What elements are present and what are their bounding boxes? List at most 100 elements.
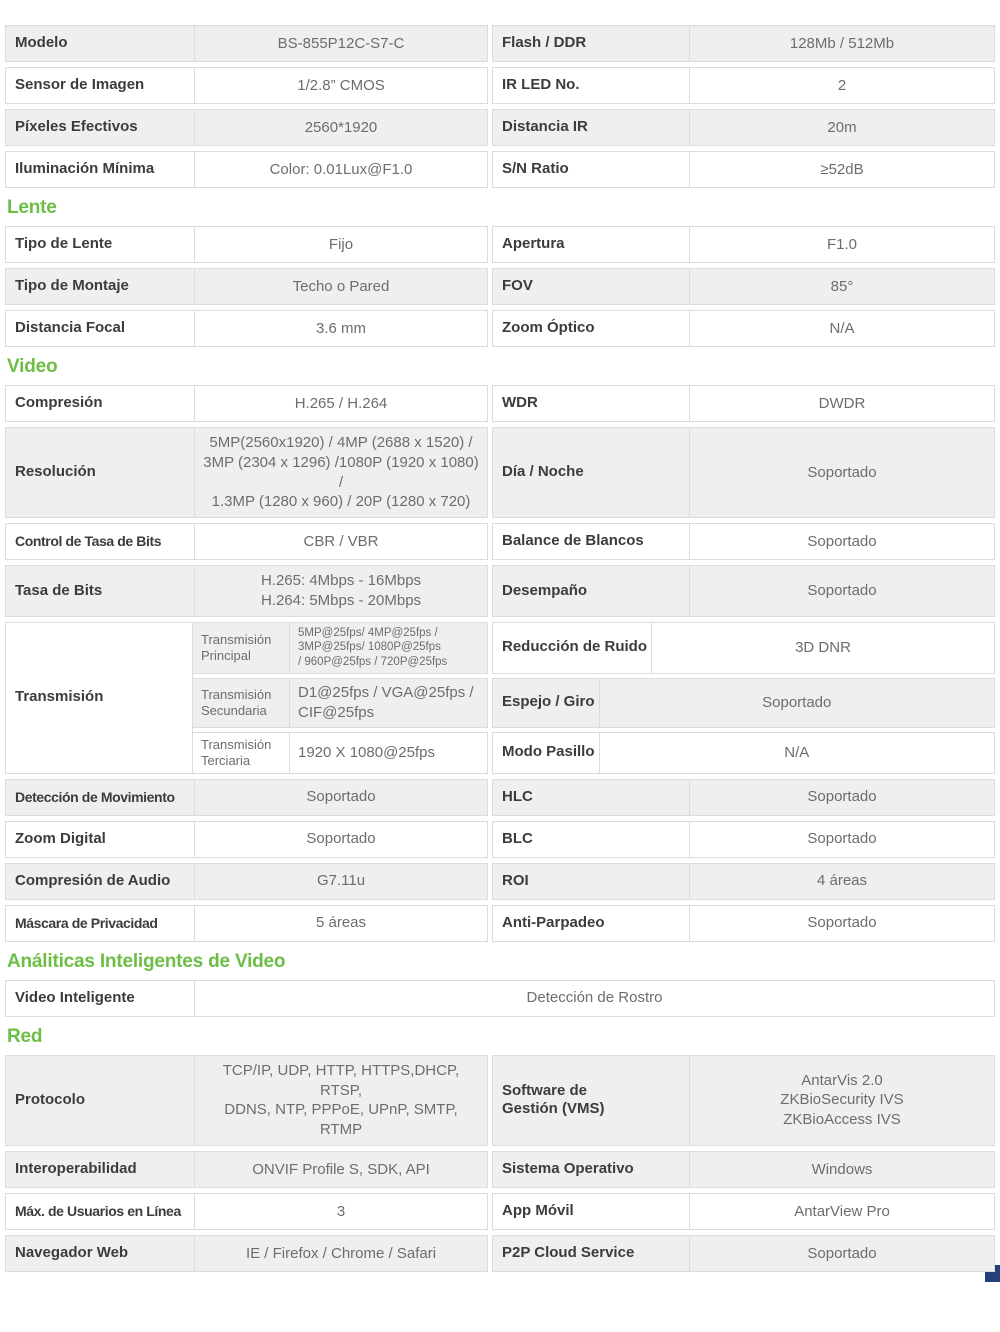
section-lente: Lente Tipo de Lente Fijo Apertura F1.0 Tipo d… <box>5 188 995 347</box>
spec-label: ROI <box>502 871 529 889</box>
spec-label: Desempaño <box>502 581 588 599</box>
spec-value: Detección de Rostro <box>194 980 994 1016</box>
row-right-half: FOV 85° <box>492 268 995 305</box>
spec-value: 20m <box>689 110 994 145</box>
row-left-half: Resolución 5MP(2560x1920) / 4MP (2688 x 1… <box>5 427 488 519</box>
spec-value: G7.11u <box>194 863 487 899</box>
table-row: Píxeles Efectivos 2560*1920 Distancia IR 20… <box>5 109 995 146</box>
row-left-half: Tipo de Lente Fijo <box>5 226 488 263</box>
table-row: Resolución 5MP(2560x1920) / 4MP (2688 x 1… <box>5 427 995 519</box>
row-right-half: Zoom Óptico N/A <box>492 310 995 347</box>
spec-value: 3D DNR <box>651 622 994 673</box>
row-left-half: Modelo BS-855P12C-S7-C <box>5 25 488 62</box>
spec-label: Espejo / Giro <box>502 693 595 711</box>
spec-value: Soportado <box>689 821 994 857</box>
row-left-half: Tipo de Montaje Techo o Pared <box>5 268 488 305</box>
spec-label: Modo Pasillo <box>502 743 595 761</box>
table-row: Máx. de Usuarios en Línea 3 App Móvil Antar… <box>5 1192 995 1230</box>
table-row: Protocolo TCP/IP, UDP, HTTP, HTTPS,DHCP, … <box>5 1054 995 1146</box>
spec-value: IE / Firefox / Chrome / Safari <box>194 1235 487 1271</box>
spec-label: Tipo de Lente <box>15 235 113 253</box>
table-row: Compresión de Audio G7.11u ROI 4 áreas <box>5 862 995 900</box>
spec-value: Soportado <box>194 821 487 857</box>
section-rows: Compresión H.265 / H.264 WDR DWDR Resolución… <box>5 385 995 942</box>
spec-label: Compresión <box>15 394 103 412</box>
spec-value: ONVIF Profile S, SDK, API <box>194 1151 487 1187</box>
row-left-half: Protocolo TCP/IP, UDP, HTTP, HTTPS,DHCP, … <box>5 1054 488 1146</box>
table-row: Navegador Web IE / Firefox / Chrome / Saf… <box>5 1234 995 1272</box>
row-left-half: Zoom Digital Soportado <box>5 820 488 858</box>
spec-value: TCP/IP, UDP, HTTP, HTTPS,DHCP, RTSP, DDN… <box>194 1055 487 1145</box>
spec-value: BS-855P12C-S7-C <box>194 26 487 61</box>
section-rows: Modelo BS-855P12C-S7-C Flash / DDR 128Mb / … <box>5 25 995 188</box>
spec-value: 3.6 mm <box>194 311 487 346</box>
spec-label: Distancia Focal <box>15 319 126 337</box>
row-right-half: WDR DWDR <box>492 385 995 422</box>
spec-value: 128Mb / 512Mb <box>689 26 994 61</box>
spec-label: IR LED No. <box>502 76 580 94</box>
table-row: Máscara de Privacidad 5 áreas Anti-Parpade… <box>5 904 995 942</box>
spec-value: Color: 0.01Lux@F1.0 <box>194 152 487 187</box>
row-right-half: ROI 4 áreas <box>492 862 995 900</box>
spec-label: Zoom Óptico <box>502 319 595 337</box>
transmission-sub-label: Transmisión Principal <box>201 632 272 663</box>
spec-label: Compresión de Audio <box>15 871 171 889</box>
spec-value: AntarVis 2.0 ZKBioSecurity IVS ZKBioAcce… <box>689 1055 994 1145</box>
transmission-sub-value: 5MP@25fps/ 4MP@25fps / 3MP@25fps/ 1080P@… <box>289 622 487 673</box>
spec-label: Distancia IR <box>502 118 588 136</box>
spec-value: Soportado <box>689 566 994 616</box>
row-right-half: Anti-Parpadeo Soportado <box>492 904 995 942</box>
row-right-half: P2P Cloud Service Soportado <box>492 1234 995 1272</box>
table-row: Modelo BS-855P12C-S7-C Flash / DDR 128Mb / … <box>5 25 995 62</box>
spec-value: 2 <box>689 68 994 103</box>
spec-value: AntarView Pro <box>689 1193 994 1229</box>
spec-value: 4 áreas <box>689 863 994 899</box>
spec-label: Video Inteligente <box>15 988 135 1006</box>
table-row: Tipo de Montaje Techo o Pared FOV 85° <box>5 268 995 305</box>
spec-label: Tasa de Bits <box>15 581 103 599</box>
row-left-half: Control de Tasa de Bits CBR / VBR <box>5 523 488 561</box>
spec-value: Soportado <box>598 678 994 727</box>
row-left-half: Compresión H.265 / H.264 <box>5 385 488 422</box>
row-right-half: Distancia IR 20m <box>492 109 995 146</box>
spec-label: Píxeles Efectivos <box>15 118 138 136</box>
row-left-half: Píxeles Efectivos 2560*1920 <box>5 109 488 146</box>
table-row: Sensor de Imagen 1/2.8” CMOS IR LED No. 2 <box>5 67 995 104</box>
transmission-subrow: Transmisión Principal 5MP@25fps/ 4MP@25fp… <box>193 621 488 674</box>
row-left-half: Compresión de Audio G7.11u <box>5 862 488 900</box>
spec-label: Reducción de Ruido <box>502 638 648 656</box>
spec-value: CBR / VBR <box>194 524 487 560</box>
section-header-analiticas: Análiticas Inteligentes de Video <box>7 950 286 972</box>
row-right-half: Día / Noche Soportado <box>492 427 995 519</box>
section-analiticas: Análiticas Inteligentes de Video Video In… <box>5 942 995 1017</box>
section-rows: Video Inteligente Detección de Rostro <box>5 979 995 1017</box>
row-right-half: Espejo / Giro Soportado <box>492 677 995 728</box>
section-rows: Tipo de Lente Fijo Apertura F1.0 Tipo de Mon… <box>5 226 995 347</box>
row-right-half: BLC Soportado <box>492 820 995 858</box>
transmission-right-rows: Reducción de Ruido 3D DNR Espejo / Giro Sop… <box>492 621 995 774</box>
transmission-sub-value: 1920 X 1080@25fps <box>289 732 487 773</box>
spec-label: Tipo de Montaje <box>15 277 129 295</box>
spec-label: Detección de Movimiento <box>15 788 175 805</box>
spec-value: H.265 / H.264 <box>194 386 487 421</box>
spec-value: ≥52dB <box>689 152 994 187</box>
spec-label: BLC <box>502 829 533 847</box>
spec-value: Fijo <box>194 227 487 262</box>
row-right-half: IR LED No. 2 <box>492 67 995 104</box>
spec-value: Soportado <box>689 428 994 518</box>
spec-label: Resolución <box>15 463 96 481</box>
spec-value: Soportado <box>194 779 487 815</box>
section-rows: Protocolo TCP/IP, UDP, HTTP, HTTPS,DHCP, … <box>5 1054 995 1272</box>
spec-label: WDR <box>502 394 538 412</box>
table-row: Detección de Movimiento Soportado HLC Sopor… <box>5 778 995 816</box>
spec-label: Anti-Parpadeo <box>502 913 605 931</box>
row-left-half: Navegador Web IE / Firefox / Chrome / Saf… <box>5 1234 488 1272</box>
section-red: Red Protocolo TCP/IP, UDP, HTTP, HTTPS,DHC… <box>5 1017 995 1272</box>
row-right-half: Modo Pasillo N/A <box>492 731 995 774</box>
spec-value: H.265: 4Mbps - 16Mbps H.264: 5Mbps - 20M… <box>194 566 487 616</box>
row-right-half: Software de Gestión (VMS) AntarVis 2.0 ZK… <box>492 1054 995 1146</box>
row-left-half: Iluminación Mínima Color: 0.01Lux@F1.0 <box>5 151 488 188</box>
spec-label: Control de Tasa de Bits <box>15 532 162 549</box>
row-right-half: Reducción de Ruido 3D DNR <box>492 621 995 674</box>
